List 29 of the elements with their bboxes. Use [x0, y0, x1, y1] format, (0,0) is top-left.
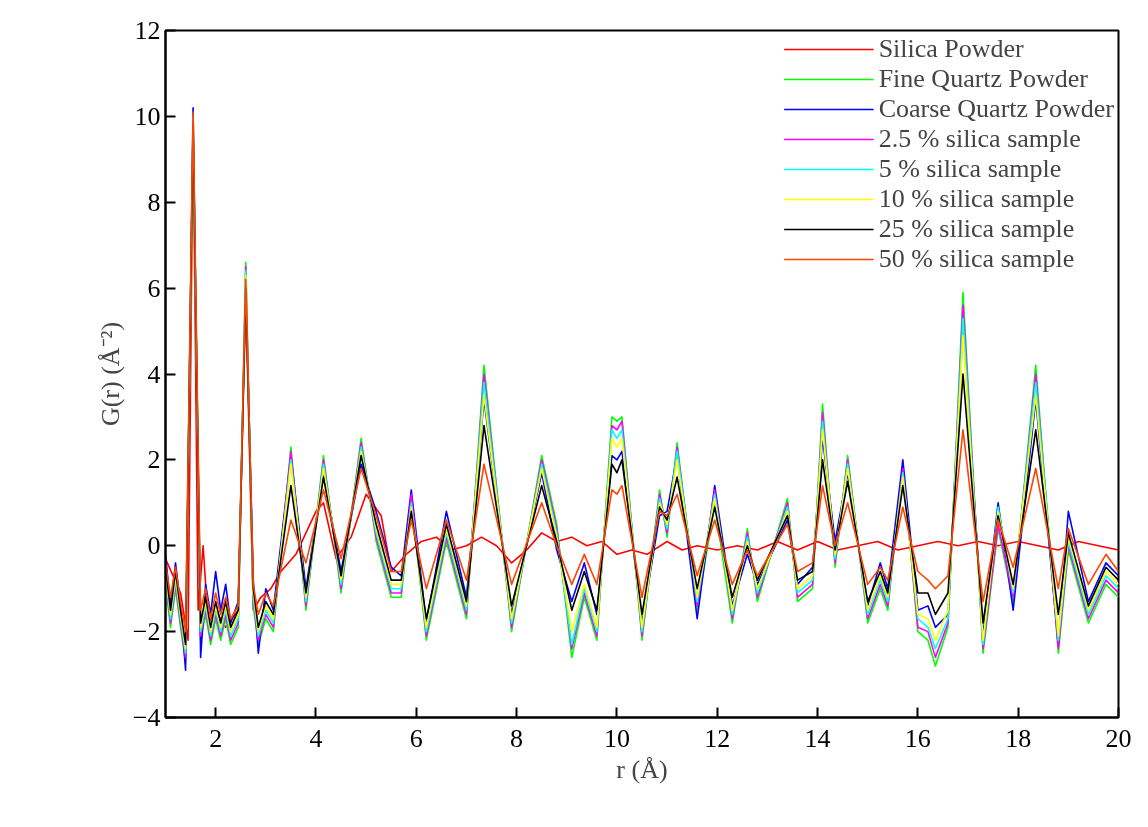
legend-label: 2.5 % silica sample — [878, 124, 1081, 154]
y-tick-label: 2 — [147, 445, 161, 475]
x-tick-label: 18 — [1005, 723, 1032, 753]
legend-label: 5 % silica sample — [878, 154, 1062, 184]
y-tick-label: 8 — [147, 187, 161, 217]
x-axis-title: r (Å) — [616, 754, 668, 784]
x-tick-label: 10 — [603, 723, 630, 753]
x-tick-label: 2 — [209, 723, 223, 753]
y-tick-label: 12 — [134, 16, 161, 45]
legend-label: 50 % silica sample — [878, 244, 1075, 274]
x-tick-label: 4 — [309, 723, 323, 753]
y-tick-label: 6 — [147, 273, 161, 303]
legend-label: 25 % silica sample — [878, 214, 1075, 244]
x-tick-label: 14 — [804, 723, 831, 753]
legend-label: Fine Quartz Powder — [878, 64, 1089, 94]
y-tick-label: 4 — [147, 359, 161, 389]
x-tick-label: 20 — [1105, 723, 1132, 753]
x-tick-label: 12 — [704, 723, 731, 753]
legend-label: Silica Powder — [878, 34, 1024, 64]
y-axis-title: G(r) (Å⁻²) — [95, 321, 125, 427]
x-tick-label: 16 — [904, 723, 931, 753]
y-tick-label: 10 — [134, 101, 161, 131]
legend-label: 10 % silica sample — [878, 184, 1075, 214]
legend-label: Coarse Quartz Powder — [878, 94, 1114, 124]
x-tick-label: 8 — [510, 723, 524, 753]
x-tick-label: 6 — [409, 723, 423, 753]
y-tick-label: −2 — [132, 617, 161, 647]
y-tick-label: 0 — [147, 531, 161, 561]
y-tick-label: −4 — [132, 703, 161, 732]
